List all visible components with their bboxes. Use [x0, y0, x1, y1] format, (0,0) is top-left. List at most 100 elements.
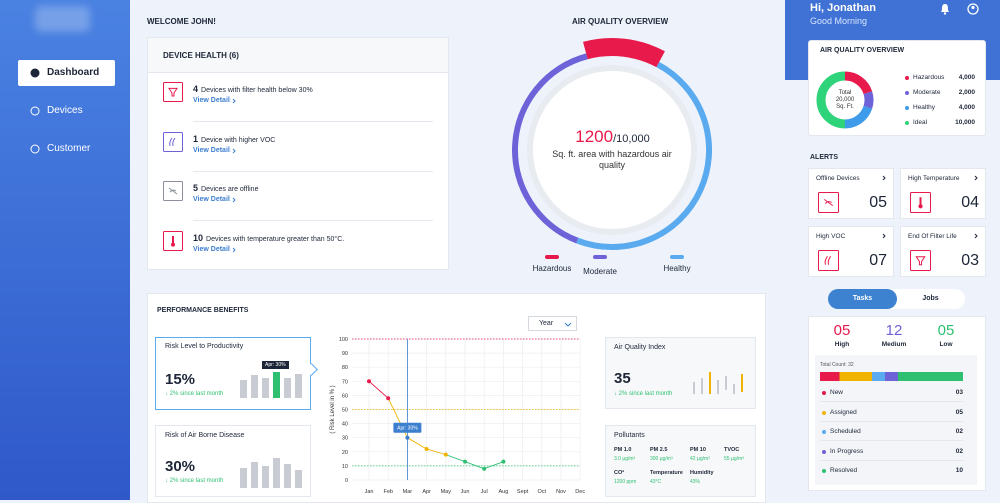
aqi-card[interactable] [605, 337, 756, 409]
line-segment [368, 380, 389, 399]
card-value: 30% [165, 458, 196, 475]
icon-shape [30, 144, 40, 154]
legend-dot [905, 106, 909, 110]
chevron-path [232, 247, 236, 252]
mini-bars [240, 372, 302, 398]
status-count: 10 [955, 467, 963, 474]
chevron [972, 174, 980, 182]
line-chart: 0 10 20 30 40 50 60 70 80 90 100 Jan Feb Mar Apr May Jun… [330, 337, 585, 495]
icon-box [230, 147, 238, 154]
legend-dot [905, 121, 909, 125]
mini-tooltip: Apr: 30% [262, 361, 289, 369]
donut-center: Total [839, 90, 852, 96]
card-change: ↓ 2% since last month [165, 478, 224, 484]
chevron [230, 246, 238, 253]
x-tick-label: Sept [517, 489, 529, 495]
line-segment [445, 454, 466, 463]
legend-dot [905, 91, 909, 95]
device-icon [163, 131, 183, 152]
tab[interactable]: Tasks [828, 289, 897, 309]
icon-box [880, 174, 888, 182]
point [482, 466, 487, 471]
glyph [824, 198, 833, 207]
legend-label: Hazardous [532, 264, 572, 273]
line-segment [426, 448, 446, 456]
pollutants-card[interactable] [605, 425, 756, 497]
donut-segment [844, 71, 873, 95]
device-icon [163, 82, 183, 102]
view-details[interactable]: View Details [193, 97, 234, 104]
device-health-header [148, 38, 448, 73]
point [367, 379, 371, 384]
glyph [169, 137, 176, 146]
device-line: 1 Device with higher VOC [193, 134, 275, 144]
menu-item[interactable]: Customer [47, 143, 91, 154]
pollutant-label: Temperature [650, 470, 683, 476]
menu-item[interactable]: Devices [47, 105, 83, 116]
priority-label: Low [939, 341, 953, 348]
device-text: Devices with filter health below 30% [201, 87, 313, 94]
alert-count: 07 [869, 252, 887, 269]
chevron [230, 196, 238, 204]
legend-value: 2,000 [958, 89, 975, 96]
mini-bar [251, 375, 258, 398]
card-title: Risk of Air Borne Disease [165, 432, 245, 439]
legend-swatch [593, 255, 607, 259]
status-count: 05 [955, 408, 963, 416]
separator [193, 220, 433, 221]
x-tick-label: Feb [383, 489, 392, 495]
card-value: 15% [165, 371, 196, 388]
tooltip-box [393, 422, 422, 433]
device-icon [163, 230, 183, 251]
device-count: 5 [193, 183, 199, 193]
year-dropdown[interactable]: Year [528, 316, 577, 331]
pollutant-value: 43°C [650, 479, 662, 485]
x-tick-label: Jan [365, 489, 374, 495]
legend-swatch [545, 255, 559, 259]
view-details[interactable]: View Details [193, 245, 234, 253]
menu-icon [30, 144, 40, 154]
hazardous-value: 1200 [575, 127, 614, 146]
card-value: 35 [614, 370, 631, 387]
air-quality-title: AIR QUALITY OVERVIEW [572, 17, 669, 26]
alert-icon [910, 192, 931, 213]
view-details[interactable]: View Details [193, 146, 234, 154]
line-segment [464, 461, 485, 470]
pollutant-value: 3.0 µg/m³ [614, 456, 636, 462]
x-tick-label: Mar [403, 489, 413, 495]
icon-box [230, 246, 238, 253]
ring-segment [576, 61, 713, 250]
chevron-path [232, 98, 236, 104]
status-count: 02 [955, 447, 963, 455]
legend-value: 10,000 [955, 119, 975, 126]
card-change: ↓ 2% since last month [614, 391, 673, 397]
alert-name: Offline Devices [816, 175, 860, 182]
mini-bar [240, 468, 247, 488]
alert-count: 05 [869, 194, 887, 211]
x-tick-label: May [441, 489, 452, 495]
device-count: 10 [193, 232, 204, 243]
x-tick-label: Nov [556, 489, 566, 495]
header-icons[interactable] [940, 2, 980, 16]
tab[interactable]: Jobs [922, 295, 939, 302]
status-name: In Progress [830, 447, 864, 455]
mini-bar [262, 378, 269, 398]
status-segment [885, 372, 898, 381]
pollutant-value: 55 µg/m³ [724, 456, 744, 462]
y-tick-label: 60 [342, 393, 348, 399]
status-segment [898, 372, 963, 381]
device-health-card [147, 37, 449, 270]
alert-name: End Of Filter Life [908, 233, 957, 240]
mini-bar [284, 464, 291, 488]
view-details[interactable]: View Details [193, 196, 234, 203]
hazardous-value-row: 1200/10,000 [540, 127, 685, 147]
mini-bar [240, 380, 247, 398]
status-segment [872, 372, 885, 381]
icon-box [230, 196, 238, 204]
menu-item[interactable]: Dashboard [47, 67, 100, 78]
y-tick-label: 100 [339, 337, 348, 343]
priority-count: 05 [937, 322, 955, 339]
device-health-title: DEVICE HEALTH (6) [163, 51, 239, 60]
icon-shape [30, 106, 40, 116]
point [501, 459, 506, 464]
